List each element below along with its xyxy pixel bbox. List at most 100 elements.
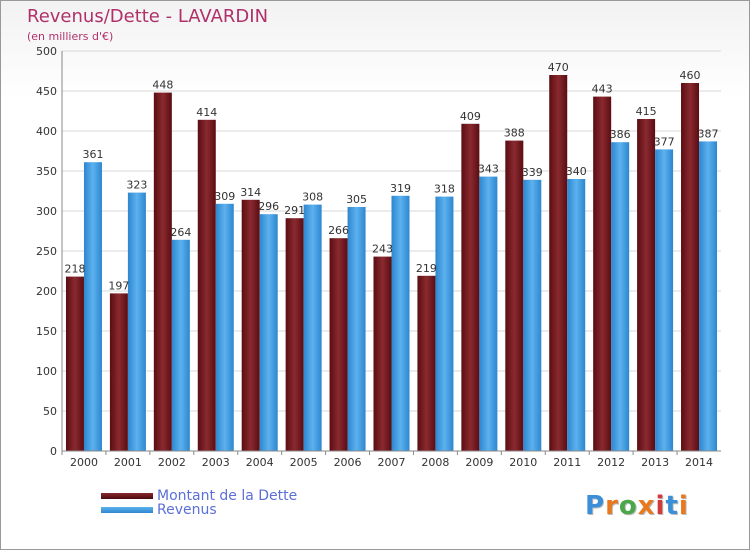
data-label-dette-2010: 388 [504,127,525,140]
bar-revenus-2004 [259,214,278,451]
bar-revenus-2011 [567,179,586,451]
bar-revenus-2012 [611,142,630,451]
x-tick-label: 2014 [685,456,713,469]
y-tick-label: 100 [36,365,57,378]
data-label-revenus-2007: 319 [390,182,411,195]
data-label-dette-2012: 443 [592,83,613,96]
logo-letter: o [618,491,638,521]
bar-revenus-2001 [127,192,146,451]
data-label-revenus-2010: 339 [522,166,543,179]
x-tick-label: 2012 [597,456,625,469]
y-tick-label: 150 [36,325,57,338]
bar-dette-2002 [153,92,172,451]
bar-revenus-2007 [391,195,410,451]
data-label-revenus-2009: 343 [478,163,499,176]
bar-revenus-2003 [215,203,234,451]
x-tick-label: 2000 [70,456,98,469]
x-tick-label: 2007 [378,456,406,469]
y-tick-label: 350 [36,165,57,178]
y-tick-label: 0 [50,445,57,458]
legend-item-dette: Montant de la Dette [101,488,297,504]
x-tick-label: 2002 [158,456,186,469]
x-tick-label: 2013 [641,456,669,469]
bar-dette-2013 [637,119,656,451]
y-tick-label: 400 [36,125,57,138]
bar-dette-2009 [461,123,480,452]
bar-dette-2005 [285,218,304,451]
bar-revenus-2005 [303,204,322,451]
data-label-dette-2001: 197 [108,279,129,292]
data-label-revenus-2008: 318 [434,183,455,196]
y-tick-label: 200 [36,285,57,298]
data-label-revenus-2012: 386 [610,128,631,141]
bar-dette-2008 [417,275,436,451]
chart-title: Revenus/Dette - LAVARDIN [27,6,269,27]
bar-dette-2003 [197,119,216,452]
bar-dette-2007 [373,256,392,451]
data-label-revenus-2013: 377 [654,135,675,148]
logo-letter: x [637,491,656,521]
legend-swatch-dette [101,493,153,499]
data-label-dette-2008: 219 [416,262,437,275]
axis-layer: 0 50 100 150 200 250 300 350 400 450 500 2000 2001 20… [36,45,721,469]
data-label-dette-2011: 470 [548,61,569,74]
logo-letter: r [605,491,619,521]
data-label-revenus-2003: 309 [214,190,235,203]
x-tick-label: 2004 [246,456,274,469]
bars-layer [65,75,718,452]
data-label-revenus-2006: 305 [346,193,367,206]
y-tick-label: 450 [36,85,57,98]
y-tick-label: 500 [36,45,57,58]
logo-letter: P [585,491,606,521]
legend-swatch-revenus [101,507,153,513]
proxiti-logo: Proxiti [585,491,689,521]
data-label-revenus-2014: 387 [698,127,719,140]
y-tick-label: 250 [36,245,57,258]
bar-revenus-2009 [479,176,498,451]
data-label-dette-2007: 243 [372,243,393,256]
bar-revenus-2014 [699,141,718,451]
bar-dette-2000 [65,276,84,451]
bar-dette-2006 [329,238,348,451]
bar-dette-2001 [109,293,128,451]
data-label-revenus-2000: 361 [82,148,103,161]
x-tick-label: 2008 [421,456,449,469]
x-tick-label: 2009 [465,456,493,469]
logo-letter: i [678,491,689,521]
data-label-dette-2002: 448 [152,79,173,92]
data-label-revenus-2004: 296 [258,200,279,213]
data-label-revenus-2001: 323 [126,179,147,192]
x-tick-label: 2005 [290,456,318,469]
data-label-revenus-2002: 264 [170,226,191,239]
legend-label-dette: Montant de la Dette [157,488,298,504]
bar-revenus-2008 [435,196,454,451]
bar-dette-2014 [681,83,700,451]
data-label-dette-2005: 291 [284,204,305,217]
bar-dette-2004 [241,199,260,451]
y-tick-label: 300 [36,205,57,218]
data-label-dette-2013: 415 [636,105,657,118]
data-label-dette-2006: 266 [328,224,349,237]
data-label-revenus-2005: 308 [302,191,323,204]
bar-revenus-2010 [523,179,542,452]
data-label-dette-2009: 409 [460,110,481,123]
bar-revenus-2006 [347,207,366,451]
logo-letter: i [655,491,666,521]
bar-revenus-2002 [171,239,190,451]
bar-dette-2010 [505,140,524,451]
data-label-revenus-2011: 340 [566,165,587,178]
legend-item-revenus: Revenus [101,502,217,518]
x-tick-label: 2011 [553,456,581,469]
data-label-dette-2003: 414 [196,106,217,119]
logo-letter: t [665,491,679,521]
chart-subtitle: (en milliers d'€) [27,30,114,43]
bar-revenus-2013 [655,149,674,451]
data-label-dette-2000: 218 [64,263,85,276]
x-tick-label: 2006 [334,456,362,469]
x-tick-label: 2003 [202,456,230,469]
data-label-dette-2014: 460 [680,69,701,82]
data-label-dette-2004: 314 [240,186,261,199]
bar-dette-2011 [549,75,568,451]
bar-dette-2012 [593,96,612,451]
